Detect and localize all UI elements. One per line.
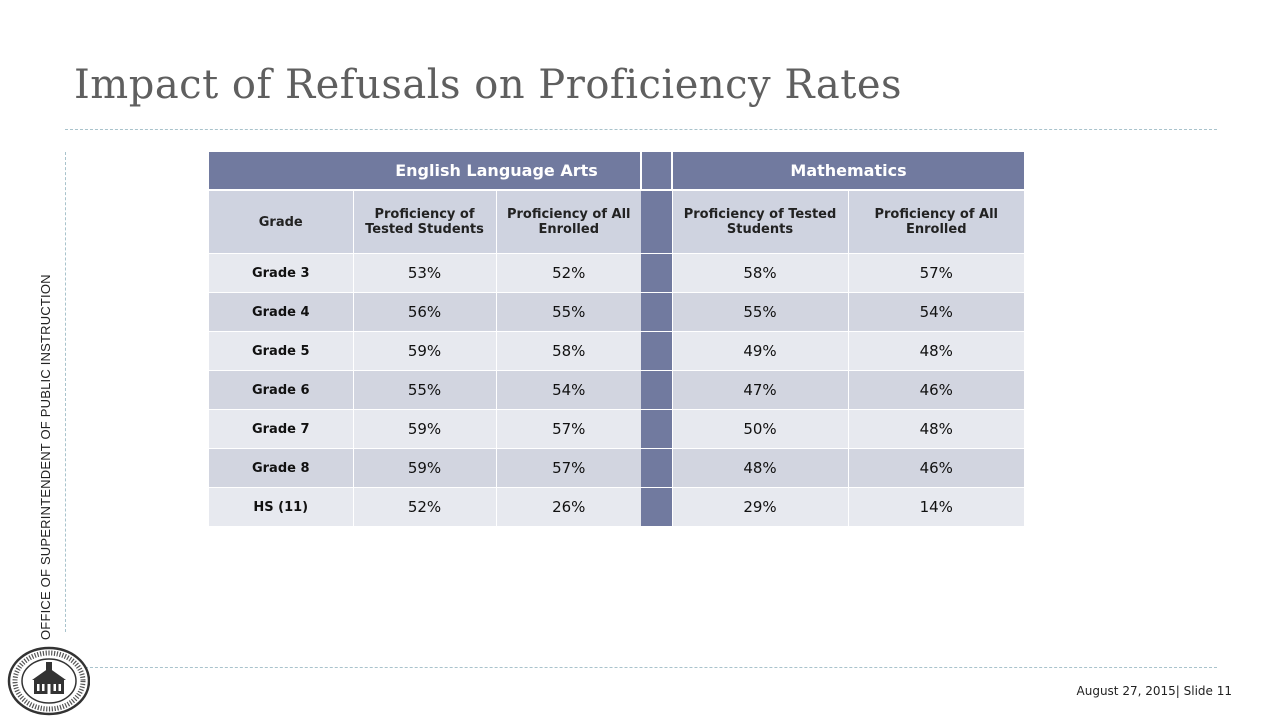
separator-cell [641,370,672,410]
grade-cell: Grade 6 [209,370,353,410]
table-row: Grade 6 55% 54% 47% 46% [209,370,1024,410]
table-row: Grade 5 59% 58% 49% 48% [209,331,1024,371]
grade-cell: Grade 7 [209,409,353,449]
ela-tested-cell: 53% [352,253,496,293]
ela-all-cell: 55% [495,292,641,332]
ela-tested-cell: 55% [352,370,496,410]
header-separator [640,152,673,191]
separator-cell [641,190,672,254]
separator-cell [641,448,672,488]
top-divider [65,129,1217,130]
ela-all-cell: 52% [495,253,641,293]
table-row: Grade 7 59% 57% 50% 48% [209,409,1024,449]
math-all-cell: 48% [847,331,1024,371]
ela-tested-cell: 59% [352,448,496,488]
ela-all-cell: 58% [495,331,641,371]
math-tested-cell: 49% [671,331,848,371]
ela-header: English Language Arts [353,152,641,191]
ela-all-cell: 54% [495,370,641,410]
separator-cell [641,409,672,449]
proficiency-table: English Language Arts Mathematics Grade … [209,152,1024,527]
grade-cell: Grade 5 [209,331,353,371]
slide-footer: August 27, 2015| Slide 11 [1076,684,1232,698]
math-tested-cell: 48% [671,448,848,488]
grade-cell: HS (11) [209,487,353,527]
grade-cell: Grade 4 [209,292,353,332]
math-all-cell: 54% [847,292,1024,332]
ela-all-cell: 57% [495,409,641,449]
ela-tested-cell: 59% [352,409,496,449]
separator-cell [641,253,672,293]
separator-cell [641,331,672,371]
grade-cell: Grade 3 [209,253,353,293]
table-row: HS (11) 52% 26% 29% 14% [209,487,1024,527]
ela-all-header: Proficiency of All Enrolled [495,190,641,254]
ela-tested-header: Proficiency of Tested Students [352,190,496,254]
subject-header-row: English Language Arts Mathematics [209,152,1024,191]
slide-title: Impact of Refusals on Proficiency Rates [74,62,903,108]
math-all-cell: 48% [847,409,1024,449]
table-row: Grade 3 53% 52% 58% 57% [209,253,1024,293]
math-tested-cell: 29% [671,487,848,527]
math-all-cell: 14% [847,487,1024,527]
math-all-header: Proficiency of All Enrolled [847,190,1024,254]
math-tested-cell: 50% [671,409,848,449]
sidebar-text: OFFICE OF SUPERINTENDENT OF PUBLIC INSTR… [38,274,53,640]
separator-cell [641,487,672,527]
table-row: Grade 4 56% 55% 55% 54% [209,292,1024,332]
separator-cell [641,292,672,332]
math-header: Mathematics [672,152,1024,191]
grade-column-header: Grade [209,190,353,254]
side-divider [65,152,66,632]
math-all-cell: 46% [847,448,1024,488]
ela-all-cell: 57% [495,448,641,488]
bottom-divider [65,667,1217,668]
math-tested-header: Proficiency of Tested Students [671,190,848,254]
math-all-cell: 57% [847,253,1024,293]
column-header-row: Grade Proficiency of Tested Students Pro… [209,190,1024,254]
math-tested-cell: 55% [671,292,848,332]
table-row: Grade 8 59% 57% 48% 46% [209,448,1024,488]
math-tested-cell: 58% [671,253,848,293]
math-tested-cell: 47% [671,370,848,410]
ospi-seal-logo [7,646,90,716]
ela-tested-cell: 56% [352,292,496,332]
ela-tested-cell: 52% [352,487,496,527]
grade-cell: Grade 8 [209,448,353,488]
ela-all-cell: 26% [495,487,641,527]
math-all-cell: 46% [847,370,1024,410]
ela-tested-cell: 59% [352,331,496,371]
